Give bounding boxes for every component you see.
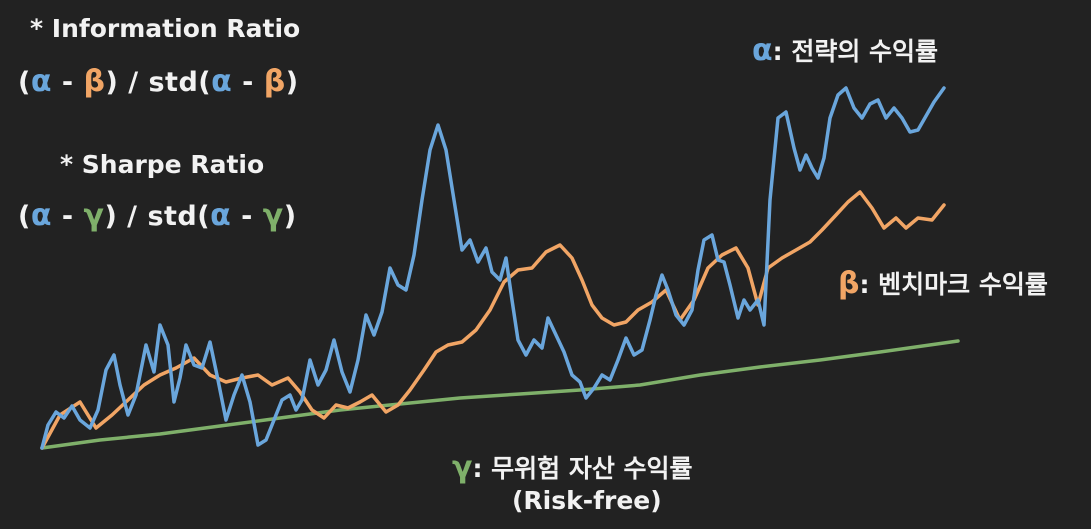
beta-description: : 벤치마크 수익률 — [859, 270, 1048, 299]
beta-benchmark-line — [40, 190, 946, 450]
gamma-symbol: γ — [262, 198, 284, 233]
formula-minus: - — [242, 67, 254, 98]
gamma-legend-subtext: (Risk-free) — [512, 486, 662, 515]
formula-minus: - — [61, 67, 74, 98]
sharpe-ratio-formula: (α - γ) / std(α - γ) — [18, 198, 297, 233]
alpha-symbol: α — [211, 64, 233, 99]
alpha-symbol: α — [30, 198, 52, 233]
formula-std: ) / std( — [104, 201, 211, 232]
formula-minus: - — [241, 201, 253, 232]
gamma-risk-free-line — [40, 339, 960, 450]
alpha-symbol: α — [210, 198, 232, 233]
formula-minus: - — [61, 201, 74, 232]
beta-symbol: β — [263, 64, 286, 99]
information-ratio-formula: (α - β) / std(α - β) — [18, 64, 299, 99]
formula-paren: ( — [18, 201, 31, 232]
gamma-description: : 무위험 자산 수익률 — [472, 454, 693, 483]
alpha-strategy-line — [40, 86, 946, 450]
information-ratio-heading: * Information Ratio — [30, 14, 301, 43]
gamma-legend-label: γ: 무위험 자산 수익률 — [452, 449, 693, 485]
alpha-symbol: α — [30, 64, 52, 99]
formula-paren: ) — [283, 201, 297, 232]
alpha-symbol: α — [752, 33, 773, 68]
gamma-symbol: γ — [452, 450, 473, 485]
alpha-legend-label: α: 전략의 수익률 — [752, 32, 938, 68]
alpha-description: : 전략의 수익률 — [772, 37, 939, 66]
beta-symbol: β — [83, 64, 106, 99]
formula-paren: ( — [18, 67, 31, 98]
beta-legend-label: β: 벤치마크 수익률 — [838, 265, 1048, 301]
gamma-symbol: γ — [83, 198, 105, 233]
beta-symbol: β — [838, 266, 860, 301]
formula-paren: ) — [285, 67, 299, 98]
sharpe-ratio-heading: * Sharpe Ratio — [60, 150, 265, 179]
formula-std: ) / std( — [105, 67, 212, 98]
